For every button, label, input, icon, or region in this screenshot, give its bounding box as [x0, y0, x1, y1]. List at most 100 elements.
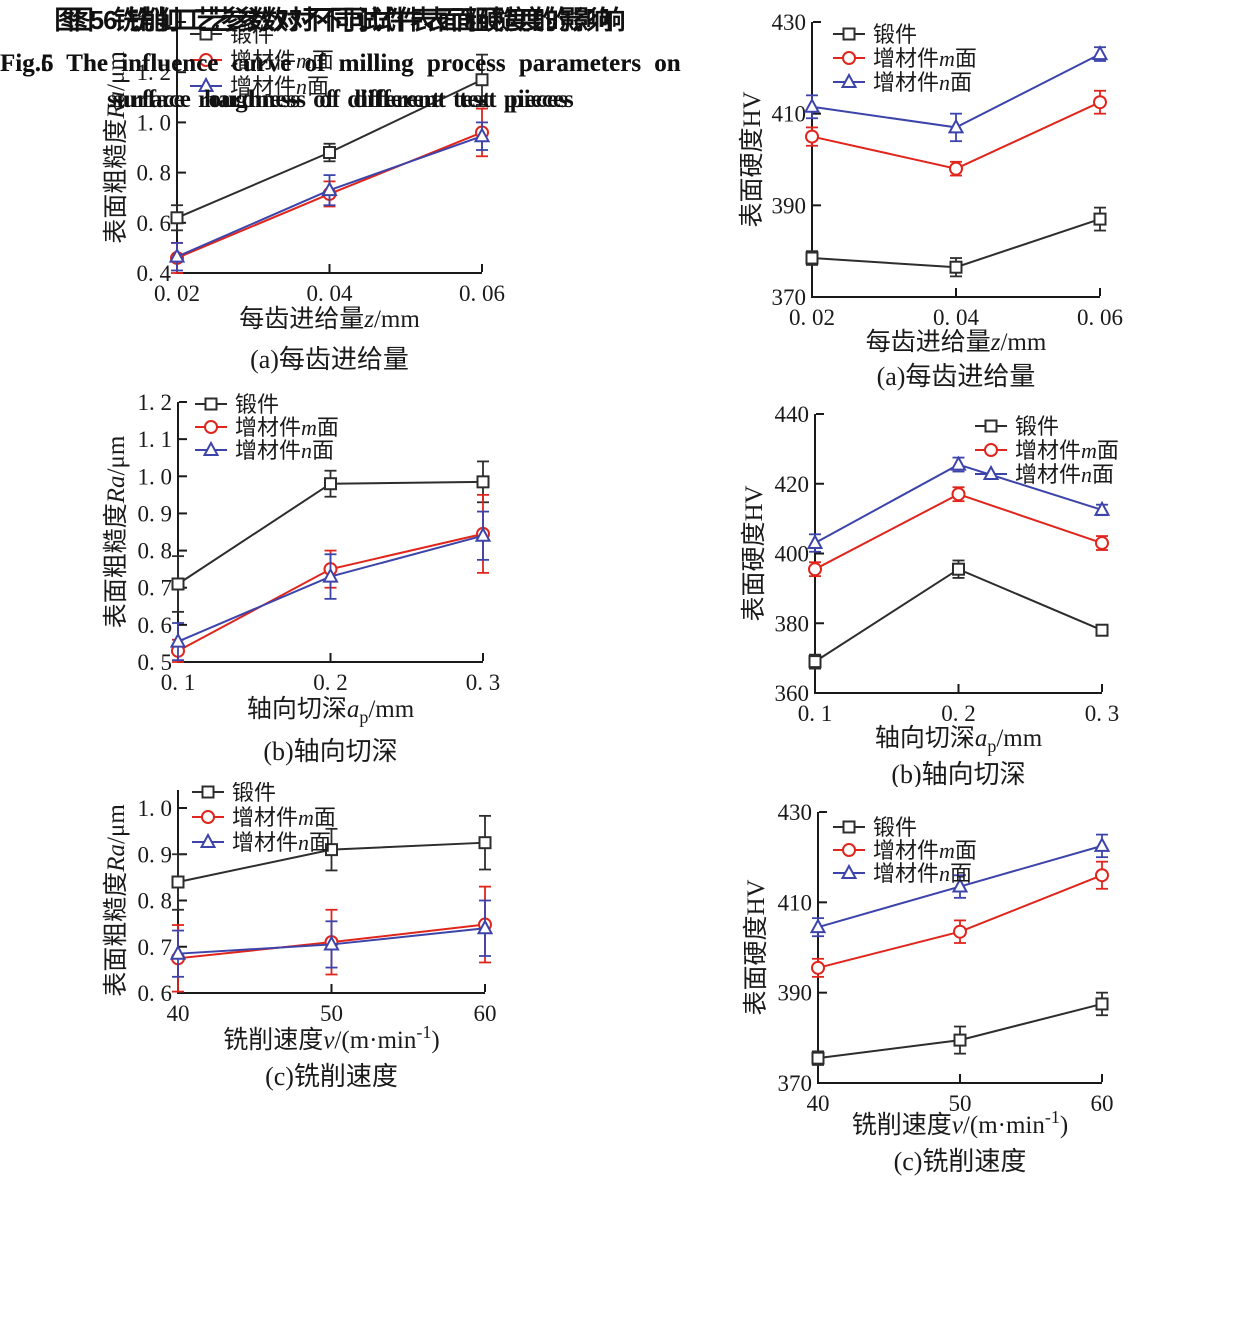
- svg-text:0. 2: 0. 2: [941, 701, 976, 726]
- svg-text:40: 40: [167, 1001, 190, 1026]
- svg-text:增材件m面: 增材件m面: [230, 48, 334, 73]
- svg-text:锻件: 锻件: [873, 22, 917, 47]
- svg-text:增材件n面: 增材件n面: [873, 70, 972, 95]
- svg-text:0. 2: 0. 2: [313, 670, 348, 695]
- svg-text:铣削速度v/(m·min-1): 铣削速度v/(m·min-1): [223, 1022, 439, 1054]
- svg-text:表面粗糙度Ra/μm: 表面粗糙度Ra/μm: [102, 804, 130, 997]
- svg-text:0. 06: 0. 06: [1077, 305, 1123, 330]
- svg-text:轴向切深ap/mm: 轴向切深ap/mm: [247, 695, 415, 727]
- svg-text:390: 390: [772, 193, 807, 218]
- svg-text:(c)铣削速度: (c)铣削速度: [894, 1147, 1027, 1176]
- svg-text:1. 1: 1. 1: [138, 427, 173, 452]
- svg-text:410: 410: [772, 102, 807, 127]
- svg-text:增材件m面: 增材件m面: [873, 46, 977, 71]
- svg-text:0. 8: 0. 8: [137, 161, 172, 186]
- figure5-caption-zh: 图 5 铣削工艺参数对不同试件表面粗糙度的影响: [54, 5, 627, 35]
- svg-text:增材件n面: 增材件n面: [235, 438, 334, 463]
- fig5c-svg: 0. 6 0. 7 0. 8 0. 9 1. 0 40 50 60 铣削速度v/(m·min-1…: [102, 780, 497, 1091]
- svg-text:铣削速度v/(m·min-1): 铣削速度v/(m·min-1): [852, 1107, 1068, 1139]
- fig6b-svg: 360 380 400 420 440 0. 1 0. 2 0. 3 轴向切深ap/mm 表面硬度…: [740, 402, 1120, 789]
- fig5b-svg: 0. 5 0. 6 0. 7 0. 8 0. 9 1. 0 1. 1 1. 2 0. 1 0. 2…: [102, 390, 501, 766]
- svg-text:0. 3: 0. 3: [1085, 701, 1120, 726]
- svg-text:增材件m面: 增材件m面: [1015, 438, 1119, 463]
- svg-text:380: 380: [775, 611, 810, 636]
- svg-text:表面粗糙度Ra/μm: 表面粗糙度Ra/μm: [102, 51, 130, 244]
- svg-text:增材件m面: 增材件m面: [235, 415, 339, 440]
- svg-text:400: 400: [775, 542, 810, 567]
- svg-text:每齿进给量z/mm: 每齿进给量z/mm: [866, 328, 1047, 356]
- svg-text:锻件: 锻件: [235, 392, 279, 417]
- svg-text:410: 410: [778, 890, 813, 915]
- svg-text:390: 390: [778, 981, 813, 1006]
- svg-text:每齿进给量z/mm: 每齿进给量z/mm: [239, 305, 420, 333]
- svg-text:(a)每齿进给量: (a)每齿进给量: [250, 345, 409, 374]
- figure6-caption-en-line1: Fig.6 The influence curve of milling pro…: [0, 50, 681, 77]
- svg-text:增材件n面: 增材件n面: [873, 861, 972, 886]
- svg-text:(b)轴向切深: (b)轴向切深: [263, 737, 397, 766]
- svg-text:0. 7: 0. 7: [138, 935, 173, 960]
- fig6c-svg: 370 390 410 430 40 50 60 铣削速度v/(m·min-1) 表面硬度HV 锻…: [742, 800, 1114, 1176]
- svg-text:1. 2: 1. 2: [138, 390, 173, 415]
- svg-text:(b)轴向切深: (b)轴向切深: [891, 760, 1025, 787]
- svg-text:增材件n面: 增材件n面: [1015, 462, 1114, 487]
- svg-text:锻件: 锻件: [232, 782, 276, 805]
- svg-text:表面硬度HV: 表面硬度HV: [738, 91, 766, 227]
- svg-text:50: 50: [320, 1001, 343, 1026]
- svg-text:360: 360: [775, 681, 810, 706]
- svg-text:0. 4: 0. 4: [137, 261, 172, 286]
- svg-text:0. 02: 0. 02: [154, 281, 200, 306]
- svg-text:增材件m面: 增材件m面: [232, 805, 336, 830]
- fig6b-axial-depth-hardness-chart: 360 380 400 420 440 0. 1 0. 2 0. 3 轴向切深ap/mm 表面硬度…: [700, 392, 1251, 789]
- svg-text:轴向切深ap/mm: 轴向切深ap/mm: [875, 724, 1043, 756]
- fig5c-milling-speed-roughness-chart: 0. 6 0. 7 0. 8 0. 9 1. 0 40 50 60 铣削速度v/(m·min-1…: [100, 780, 620, 1094]
- figure6-caption: 图 6 铣削工艺参数对不同试件表面硬度的影响 Fig.6 The influen…: [0, 0, 681, 118]
- svg-text:430: 430: [778, 800, 813, 825]
- figure5-caption-en-line2: surface roughness of different test piec…: [107, 86, 574, 113]
- svg-text:0. 6: 0. 6: [137, 211, 172, 236]
- svg-text:0. 3: 0. 3: [466, 670, 501, 695]
- svg-text:表面粗糙度Ra/μm: 表面粗糙度Ra/μm: [102, 435, 130, 628]
- figure6-caption-en-line2: surface hardness of different test piece…: [113, 86, 568, 113]
- svg-text:0. 04: 0. 04: [933, 305, 980, 330]
- svg-text:430: 430: [772, 10, 807, 35]
- fig6a-feed-per-tooth-hardness-chart: 370 390 410 430 0. 02 0. 04 0. 06 每齿进给量z/mm 表面硬度…: [700, 0, 1251, 392]
- svg-text:60: 60: [474, 1001, 497, 1026]
- fig5b-axial-depth-roughness-chart: 0. 5 0. 6 0. 7 0. 8 0. 9 1. 0 1. 1 1. 2 0. 1 0. 2…: [100, 383, 620, 778]
- fig6a-svg: 370 390 410 430 0. 02 0. 04 0. 06 每齿进给量z/mm 表面硬度…: [738, 10, 1123, 391]
- svg-text:0. 8: 0. 8: [138, 889, 173, 914]
- svg-text:锻件: 锻件: [1015, 414, 1059, 439]
- svg-text:表面硬度HV: 表面硬度HV: [742, 879, 770, 1015]
- svg-text:锻件: 锻件: [230, 22, 274, 47]
- svg-text:0. 1: 0. 1: [798, 701, 833, 726]
- svg-text:1. 0: 1. 0: [137, 110, 172, 135]
- svg-text:370: 370: [778, 1071, 813, 1096]
- figure5-caption-en-line1: Fig.5 The influence curve of milling pro…: [0, 50, 681, 77]
- figure5-caption: 图 5 铣削工艺参数对不同试件表面粗糙度的影响 Fig.5 The influe…: [0, 0, 681, 118]
- figure6-caption-zh: 图 6 铣削工艺参数对不同试件表面硬度的影响: [67, 5, 613, 35]
- svg-text:1. 4: 1. 4: [137, 10, 172, 35]
- svg-text:0. 02: 0. 02: [789, 305, 835, 330]
- svg-text:0. 9: 0. 9: [138, 501, 173, 526]
- svg-text:0. 9: 0. 9: [138, 842, 173, 867]
- fig5a-feed-per-tooth-roughness-chart: 0. 4 0. 6 0. 8 1. 0 1. 2 1. 4 0. 02 0. 04 0. 06 每…: [100, 0, 620, 380]
- svg-text:0. 8: 0. 8: [138, 539, 173, 564]
- svg-text:370: 370: [772, 285, 807, 310]
- svg-text:50: 50: [949, 1091, 972, 1116]
- svg-text:0. 06: 0. 06: [459, 281, 505, 306]
- svg-text:1. 0: 1. 0: [138, 464, 173, 489]
- svg-text:0. 6: 0. 6: [138, 981, 173, 1006]
- svg-text:0. 6: 0. 6: [138, 613, 173, 638]
- svg-text:1. 2: 1. 2: [137, 60, 172, 85]
- svg-text:增材件n面: 增材件n面: [230, 74, 329, 99]
- svg-text:1. 0: 1. 0: [138, 796, 173, 821]
- svg-text:0. 1: 0. 1: [161, 670, 196, 695]
- svg-text:(c)铣削速度: (c)铣削速度: [265, 1062, 398, 1091]
- svg-text:表面硬度HV: 表面硬度HV: [740, 485, 768, 621]
- svg-text:增材件m面: 增材件m面: [873, 838, 977, 863]
- svg-text:0. 7: 0. 7: [138, 576, 173, 601]
- fig6c-milling-speed-hardness-chart: 370 390 410 430 40 50 60 铣削速度v/(m·min-1) 表面硬度HV 锻…: [700, 787, 1251, 1177]
- fig5a-svg: 0. 4 0. 6 0. 8 1. 0 1. 2 1. 4 0. 02 0. 04 0. 06 每…: [102, 10, 505, 374]
- svg-text:锻件: 锻件: [873, 815, 917, 840]
- svg-text:440: 440: [775, 402, 810, 427]
